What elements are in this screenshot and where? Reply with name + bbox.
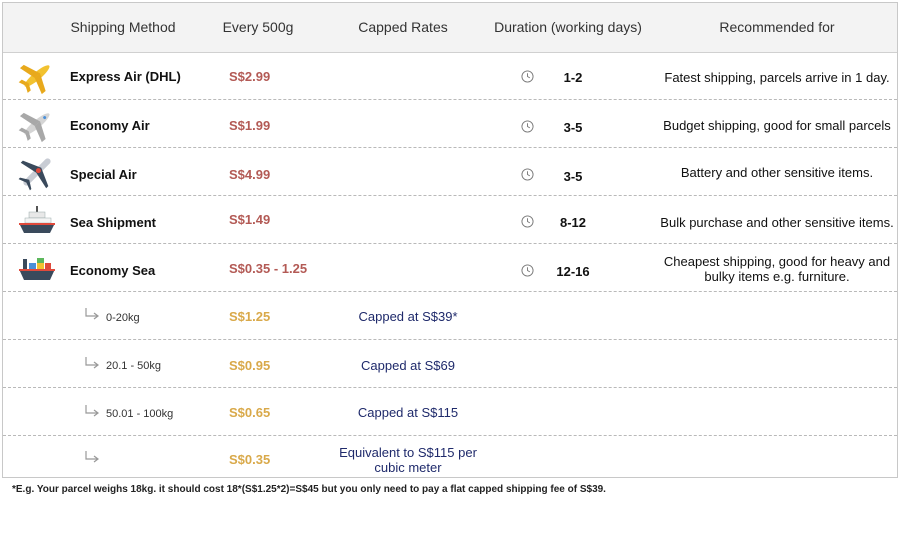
- sub-arrow-icon: [85, 357, 99, 369]
- table-row: 20.1 - 50kg S$0.95 Capped at S$69: [3, 340, 897, 388]
- capped-rate: Capped at S$115: [357, 405, 459, 420]
- method-name: Economy Sea: [70, 263, 156, 278]
- capped-rate: Capped at S$69: [361, 358, 455, 373]
- sub-arrow-icon: [85, 451, 99, 463]
- recommended-text: Cheapest shipping, good for heavy and bu…: [663, 254, 891, 284]
- duration-value: 3-5: [563, 169, 583, 184]
- table-header: Shipping Method Every 500g Capped Rates …: [3, 3, 897, 53]
- header-capped-rates: Capped Rates: [358, 19, 448, 35]
- price-per-500g: S$1.49: [229, 212, 271, 227]
- capped-rate: Capped at S$39*: [358, 309, 458, 324]
- cargo-ship-icon: [19, 258, 55, 280]
- header-shipping-method: Shipping Method: [70, 19, 176, 35]
- duration-value: 3-5: [563, 120, 583, 135]
- sub-arrow-icon: [85, 308, 99, 320]
- method-name: Sea Shipment: [70, 215, 156, 230]
- header-duration: Duration (working days): [494, 19, 642, 35]
- plane-top-view-icon: [18, 158, 51, 191]
- price-per-500g: S$0.35 - 1.25: [229, 261, 308, 276]
- table-row: 50.01 - 100kg S$0.65 Capped at S$115: [3, 388, 897, 436]
- method-name: Special Air: [70, 167, 137, 182]
- table-row: 0-20kg S$1.25 Capped at S$39*: [3, 292, 897, 340]
- price-per-500g: S$1.99: [229, 118, 271, 133]
- clock-icon: [521, 168, 534, 181]
- duration-value: 1-2: [563, 70, 583, 85]
- table-row: Sea Shipment S$1.49 8-12 Bulk purchase a…: [3, 196, 897, 244]
- footnote: *E.g. Your parcel weighs 18kg. it should…: [12, 484, 606, 495]
- recommended-text: Budget shipping, good for small parcels: [663, 118, 891, 133]
- duration-value: 8-12: [559, 215, 587, 230]
- recommended-text: Fatest shipping, parcels arrive in 1 day…: [664, 70, 890, 85]
- weight-tier-label: 0-20kg: [106, 312, 140, 324]
- header-recommended: Recommended for: [719, 19, 835, 35]
- weight-tier-label: 50.01 - 100kg: [106, 408, 174, 420]
- clock-icon: [521, 264, 534, 277]
- tier-price: S$1.25: [229, 309, 271, 324]
- clock-icon: [521, 70, 534, 83]
- table-row: Express Air (DHL) S$2.99 1-2 Fatest ship…: [3, 52, 897, 100]
- tier-price: S$0.95: [229, 358, 271, 373]
- header-every-500g: Every 500g: [222, 19, 294, 35]
- clock-icon: [521, 120, 534, 133]
- table-row: S$0.35 Equivalent to S$115 per cubic met…: [3, 436, 897, 477]
- recommended-text: Bulk purchase and other sensitive items.: [660, 215, 894, 230]
- grey-plane-icon: [18, 112, 50, 143]
- price-per-500g: S$4.99: [229, 167, 271, 182]
- table-row: Economy Sea S$0.35 - 1.25 12-16 Cheapest…: [3, 244, 897, 292]
- weight-tier-label: 20.1 - 50kg: [106, 360, 162, 372]
- price-per-500g: S$2.99: [229, 69, 271, 84]
- tier-price: S$0.35: [229, 452, 271, 467]
- clock-icon: [521, 215, 534, 228]
- shipping-rates-table: Shipping Method Every 500g Capped Rates …: [2, 2, 898, 478]
- method-name: Economy Air: [70, 118, 150, 133]
- ship-icon: [19, 206, 55, 233]
- table-row: Economy Air S$1.99 3-5 Budget shipping, …: [3, 100, 897, 148]
- capped-rate: Equivalent to S$115 per cubic meter: [339, 445, 477, 475]
- duration-value: 12-16: [556, 264, 590, 279]
- table-row: Special Air S$4.99 3-5 Battery and other…: [3, 148, 897, 196]
- yellow-plane-icon: [18, 64, 50, 95]
- sub-arrow-icon: [85, 405, 99, 417]
- tier-price: S$0.65: [229, 405, 271, 420]
- method-name: Express Air (DHL): [70, 69, 181, 84]
- recommended-text: Battery and other sensitive items.: [680, 165, 874, 180]
